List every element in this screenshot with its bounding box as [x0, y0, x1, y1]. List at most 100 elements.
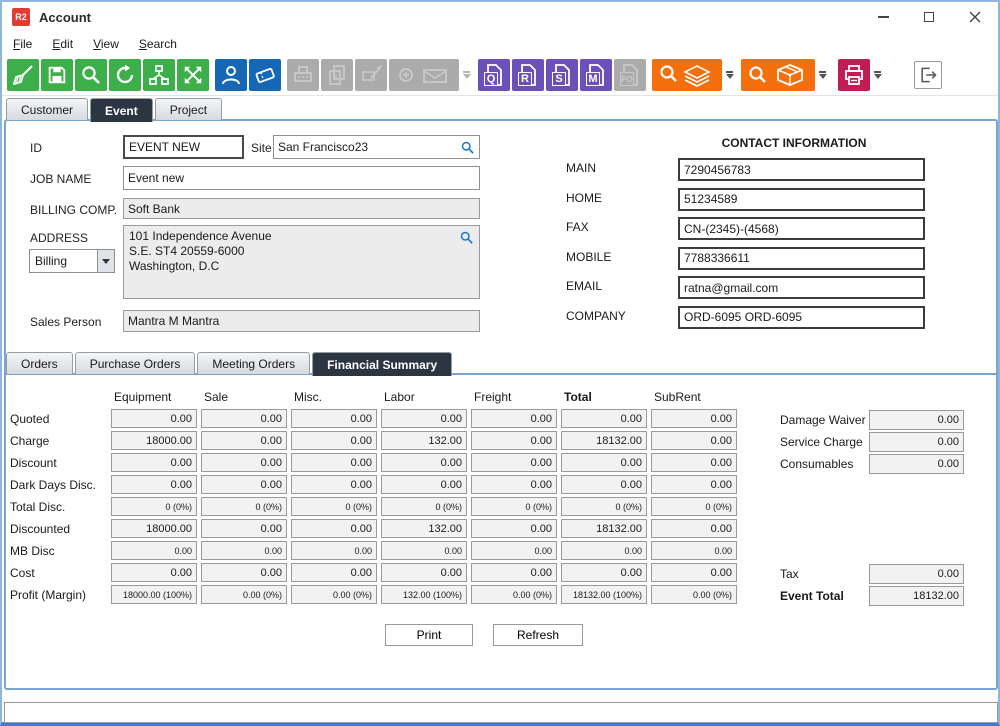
fin-cell-discounted-0: 18000.00: [111, 519, 197, 538]
fin-cell-charge-6: 0.00: [651, 431, 737, 450]
tab-event[interactable]: Event: [90, 98, 153, 122]
extra-label-damage-waiver: Damage Waiver: [780, 413, 866, 427]
fin-cell-total-disc--0: 0 (0%): [111, 497, 197, 516]
quote-doc-button[interactable]: Q: [478, 59, 510, 91]
fin-cell-dark-days-disc--5: 0.00: [561, 475, 647, 494]
menu-edit[interactable]: Edit: [52, 36, 74, 51]
reservation-doc-button[interactable]: R: [512, 59, 544, 91]
hierarchy-icon: [149, 65, 169, 85]
menu-view[interactable]: View: [93, 36, 119, 51]
fin-cell-dark-days-disc--6: 0.00: [651, 475, 737, 494]
contact-field-main[interactable]: 7290456783: [678, 158, 925, 181]
quote-letter: Q: [484, 72, 498, 86]
sub-tabs: Orders Purchase Orders Meeting Orders Finan…: [6, 352, 454, 376]
menu-search[interactable]: Search: [138, 36, 177, 51]
subtab-purchase-orders[interactable]: Purchase Orders: [74, 352, 196, 374]
fin-cell-cost-1: 0.00: [201, 563, 287, 582]
ticket-icon: [255, 68, 275, 83]
fin-cell-mb-disc-3: 0.00: [381, 541, 467, 560]
search-package-button[interactable]: [741, 59, 815, 91]
window-title: Account: [39, 9, 91, 25]
minimize-icon: [877, 16, 889, 18]
expand-button[interactable]: [177, 59, 209, 91]
fin-cell-discount-3: 0.00: [381, 453, 467, 472]
fin-cell-profit-margin--5: 18132.00 (100%): [561, 585, 647, 604]
fin-col-equipment: Equipment: [114, 389, 172, 404]
billing-comp-field[interactable]: Soft Bank: [123, 198, 480, 219]
clear-button[interactable]: [7, 59, 39, 91]
close-button[interactable]: [952, 2, 998, 32]
sales-person-field[interactable]: Mantra M Mantra: [123, 310, 480, 332]
fin-row-cost: Cost: [10, 565, 35, 580]
search-package-dropdown[interactable]: [817, 59, 828, 91]
refresh-button-bottom[interactable]: Refresh: [493, 624, 583, 646]
site-search-icon[interactable]: [460, 140, 475, 155]
tab-customer[interactable]: Customer: [6, 98, 89, 120]
title-bar: R2 Account: [2, 2, 998, 32]
contact-field-mobile[interactable]: 7788336611: [678, 246, 925, 270]
contact-label-fax: FAX: [566, 220, 589, 234]
status-bar: [4, 702, 998, 723]
subtab-financial-summary[interactable]: Financial Summary: [312, 352, 453, 376]
save-button[interactable]: [41, 59, 73, 91]
hierarchy-button[interactable]: [143, 59, 175, 91]
refresh-button[interactable]: [109, 59, 141, 91]
fin-cell-profit-margin--2: 0.00 (0%): [291, 585, 377, 604]
fin-cell-total-disc--5: 0 (0%): [561, 497, 647, 516]
toolbar-overflow-1[interactable]: [461, 59, 472, 91]
financial-summary-panel: [6, 373, 996, 688]
fin-col-total: Total: [564, 389, 592, 404]
fin-cell-dark-days-disc--0: 0.00: [111, 475, 197, 494]
subtab-orders[interactable]: Orders: [6, 352, 73, 374]
address-search-icon[interactable]: [459, 230, 474, 245]
combo-arrow-button[interactable]: [97, 250, 114, 272]
contact-field-home[interactable]: 51234589: [678, 187, 925, 211]
po-doc-button: PO: [614, 59, 646, 91]
id-field[interactable]: EVENT NEW: [123, 135, 244, 159]
exit-button[interactable]: [914, 61, 942, 89]
search-stock-dropdown[interactable]: [724, 59, 735, 91]
billing-comp-label: BILLING COMP.: [30, 203, 118, 217]
fin-col-sale: Sale: [204, 389, 229, 404]
fin-col-labor: Labor: [384, 389, 415, 404]
fin-cell-profit-margin--0: 18000.00 (100%): [111, 585, 197, 604]
fin-row-profit-margin-: Profit (Margin): [10, 587, 87, 602]
fin-row-discount: Discount: [10, 455, 57, 470]
save-icon: [48, 66, 66, 84]
show-doc-button[interactable]: S: [546, 59, 578, 91]
job-name-field[interactable]: Event new: [123, 166, 480, 190]
fin-cell-discount-6: 0.00: [651, 453, 737, 472]
search-stock-button[interactable]: [652, 59, 722, 91]
tab-project[interactable]: Project: [154, 98, 223, 120]
po-letter: PO: [620, 72, 634, 86]
contact-field-fax[interactable]: CN-(2345)-(4568): [678, 217, 925, 240]
add-mail-button: [389, 59, 459, 91]
print-dropdown[interactable]: [872, 59, 883, 91]
subtab-meeting-orders[interactable]: Meeting Orders: [197, 352, 311, 374]
fin-cell-charge-5: 18132.00: [561, 431, 647, 450]
contact-field-company[interactable]: ORD-6095 ORD-6095: [678, 305, 925, 329]
fin-row-charge: Charge: [10, 433, 50, 448]
print-toolbar-button[interactable]: [838, 59, 870, 91]
sweep-icon: [13, 65, 33, 85]
address-type-combo[interactable]: Billing: [29, 249, 115, 273]
maximize-button[interactable]: [906, 2, 952, 32]
minimize-button[interactable]: [860, 2, 906, 32]
ticket-button[interactable]: [249, 59, 281, 91]
address-field[interactable]: 101 Independence Avenue S.E. ST4 20559-6…: [123, 225, 480, 299]
contact-field-email[interactable]: ratna@gmail.com: [678, 276, 925, 299]
expand-icon: [184, 66, 202, 84]
fin-cell-mb-disc-0: 0.00: [111, 541, 197, 560]
contact-label-home: HOME: [566, 190, 602, 205]
menu-file[interactable]: File: [13, 36, 33, 51]
fin-cell-cost-0: 0.00: [111, 563, 197, 582]
site-field[interactable]: San Francisco23: [273, 135, 480, 159]
address-type-value: Billing: [35, 254, 68, 268]
fin-cell-discounted-3: 132.00: [381, 519, 467, 538]
print-button[interactable]: Print: [385, 624, 473, 646]
search-button[interactable]: [75, 59, 107, 91]
exit-icon: [921, 67, 937, 83]
meeting-doc-button[interactable]: M: [580, 59, 612, 91]
search-icon: [82, 66, 100, 84]
customer-button[interactable]: [215, 59, 247, 91]
